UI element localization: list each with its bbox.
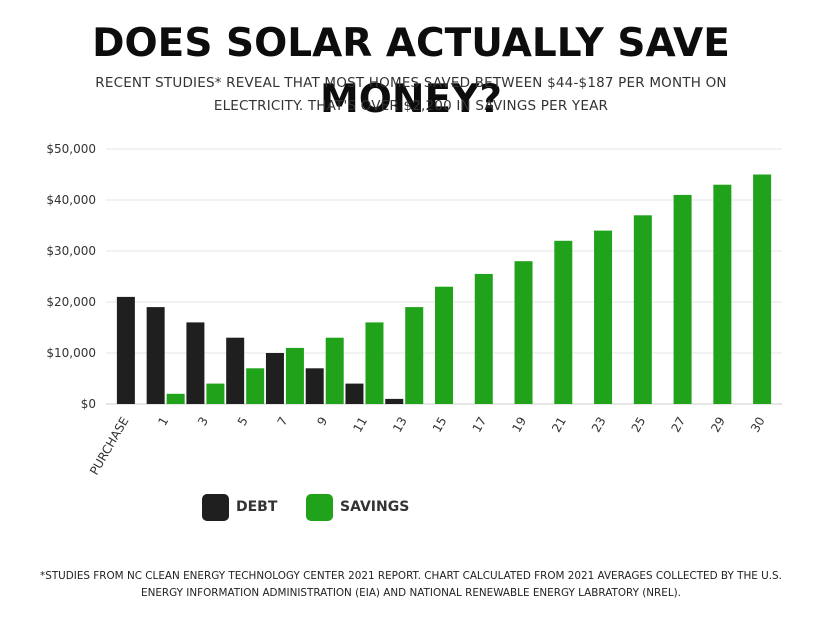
chart-legend: DEBT SAVINGS [0, 494, 822, 524]
bar-savings [474, 273, 493, 404]
bar-debt [146, 307, 165, 404]
bar-debt [265, 353, 284, 404]
x-tick-label: 5 [235, 415, 251, 429]
x-tick-label: 17 [470, 415, 490, 435]
legend-swatch-savings [306, 494, 333, 521]
bar-debt [226, 337, 245, 404]
x-tick-label: PURCHASE [87, 415, 131, 478]
legend-label-savings: SAVINGS [340, 499, 410, 515]
subtitle-line-1: RECENT STUDIES* REVEAL THAT MOST HOMES S… [95, 75, 727, 91]
y-tick-label: $50,000 [46, 142, 96, 156]
bar-savings [713, 184, 732, 404]
x-tick-label: 13 [390, 415, 410, 435]
y-tick-label: $10,000 [46, 346, 96, 360]
bar-savings [554, 240, 573, 404]
x-tick-label: 27 [668, 415, 688, 435]
bar-savings [405, 307, 424, 404]
x-tick-label: 21 [549, 415, 569, 435]
bar-chart: $0 $10,000 $20,000 $30,000 $40,000 $50,000 PUR… [46, 142, 782, 478]
x-tick-label: 9 [314, 415, 330, 429]
x-tick-label: 19 [509, 415, 529, 435]
footnote-line-2: ENERGY INFORMATION ADMINISTRATION (EIA) … [141, 587, 681, 599]
x-tick-label: 30 [748, 415, 768, 435]
bar-savings [285, 347, 304, 404]
x-tick-label: 1 [155, 415, 171, 429]
chart-subtitle: RECENT STUDIES* REVEAL THAT MOST HOMES S… [40, 72, 782, 118]
x-tick-label: 7 [275, 415, 291, 429]
bar-debt [385, 398, 404, 404]
x-tick-label: 11 [350, 415, 370, 435]
x-tick-label: 25 [629, 415, 649, 435]
bar-savings [166, 393, 185, 404]
bar-savings [594, 230, 613, 404]
subtitle-line-2: ELECTRICITY. THAT'S OVER $2,200 IN SAVIN… [213, 98, 609, 114]
x-tick-label: 15 [430, 415, 450, 435]
legend-swatch-debt [202, 494, 229, 521]
bar-savings [514, 261, 533, 404]
x-tick-label: 23 [589, 415, 609, 435]
bar-debt [116, 296, 135, 404]
y-tick-label: $40,000 [46, 193, 96, 207]
bar-savings [633, 215, 652, 404]
y-tick-label: $30,000 [46, 244, 96, 258]
bar-savings [673, 194, 692, 404]
chart-title: DOES SOLAR ACTUALLY SAVE MONEY? [92, 21, 730, 122]
bar-savings [753, 174, 772, 404]
bar-debt [305, 368, 324, 404]
x-tick-label: 29 [708, 415, 728, 435]
y-tick-label: $0 [81, 397, 96, 411]
bar-debt [186, 322, 205, 404]
legend-label-debt: DEBT [236, 499, 278, 515]
bar-savings [365, 322, 384, 404]
bar-savings [206, 383, 225, 404]
y-tick-label: $20,000 [46, 295, 96, 309]
bar-savings [435, 286, 453, 404]
footnote-line-1: *STUDIES FROM NC CLEAN ENERGY TECHNOLOGY… [40, 570, 782, 582]
bar-debt [345, 383, 364, 404]
bar-savings [325, 337, 344, 404]
footnote: *STUDIES FROM NC CLEAN ENERGY TECHNOLOGY… [0, 568, 822, 602]
bar-savings [246, 368, 265, 404]
x-tick-label: 3 [195, 415, 211, 429]
